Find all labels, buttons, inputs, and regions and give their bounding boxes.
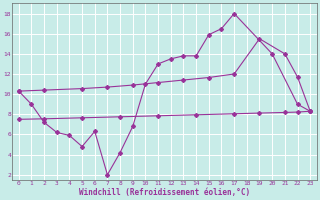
X-axis label: Windchill (Refroidissement éolien,°C): Windchill (Refroidissement éolien,°C) — [79, 188, 250, 197]
